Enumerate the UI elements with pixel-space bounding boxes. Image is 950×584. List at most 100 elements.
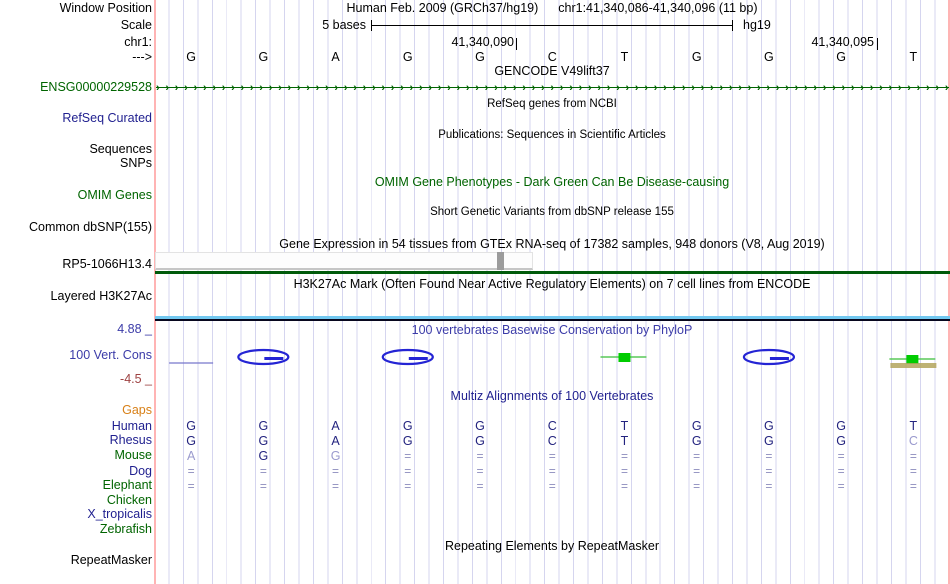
track-title-100-vertebrates-basewise-conservation-by: 100 vertebrates Basewise Conservation by… [411, 323, 693, 337]
strand-arrow-icon: › [813, 81, 818, 94]
alignment-cell: = [693, 464, 701, 478]
alignment-cell: G [764, 419, 774, 433]
strand-arrow-icon: › [841, 81, 846, 94]
species-label-human[interactable]: Human [111, 419, 152, 433]
alignment-cell: G [836, 434, 846, 448]
h3k27ac-signal-bar[interactable] [155, 316, 950, 319]
rp5-gene-line[interactable] [155, 271, 950, 274]
left-label-100-vert-cons[interactable]: 100 Vert. Cons [69, 348, 152, 362]
species-label-chicken[interactable]: Chicken [106, 493, 152, 507]
left-label-4-5: -4.5 _ [120, 372, 152, 386]
alignment-cell: = [476, 479, 484, 493]
strand-arrow-icon: › [653, 81, 658, 94]
alignment-cell: = [693, 479, 701, 493]
base-letter: G [764, 50, 774, 64]
species-label-zebrafish[interactable]: Zebrafish [99, 522, 152, 536]
strand-arrow-icon: › [569, 81, 573, 94]
cons-flat-g-outline [237, 348, 290, 366]
strand-arrow-icon: › [437, 81, 442, 94]
strand-arrow-icon: › [268, 81, 273, 94]
alignment-cell: = [187, 464, 195, 478]
alignment-cell: = [620, 449, 628, 463]
track-title-multiz-alignments-of-100-vertebrates: Multiz Alignments of 100 Vertebrates [450, 389, 654, 403]
strand-arrow-icon: › [869, 81, 874, 94]
strand-arrow-icon: › [907, 81, 911, 94]
strand-arrow-icon: › [428, 81, 432, 94]
strand-arrow-icon: › [700, 81, 705, 94]
alignment-cell: = [548, 479, 556, 493]
alignment-cell: = [332, 464, 340, 478]
alignment-cell: T [620, 419, 629, 433]
left-label-rp5-1066h13-4[interactable]: RP5-1066H13.4 [62, 257, 152, 271]
base-letter: G [402, 50, 413, 64]
alignment-cell: = [837, 464, 845, 478]
strand-arrow-icon: › [362, 81, 367, 94]
base-letter: G [186, 50, 196, 64]
alignment-cell: G [475, 434, 485, 448]
species-label-dog[interactable]: Dog [129, 464, 152, 478]
strand-arrow-icon: › [634, 81, 639, 94]
strand-arrow-icon: › [879, 81, 883, 94]
base-letter: A [331, 50, 340, 64]
strand-arrow-icon: › [775, 81, 780, 94]
left-label-refseq-curated[interactable]: RefSeq Curated [62, 111, 152, 125]
strand-arrow-icon: › [926, 81, 930, 94]
assembly-name: Human Feb. 2009 (GRCh37/hg19) [346, 1, 539, 15]
alignment-cell: = [620, 464, 628, 478]
strand-arrow-icon: › [184, 81, 188, 94]
strand-arrow-icon: › [212, 81, 217, 94]
alignment-cell: = [404, 449, 412, 463]
strand-arrow-icon: › [512, 81, 517, 94]
alignment-cell: G [764, 434, 774, 448]
species-label-gaps[interactable]: Gaps [122, 403, 152, 417]
species-label-elephant[interactable]: Elephant [102, 478, 152, 492]
track-title-h3k27ac-mark-often-found-near-active-reg: H3K27Ac Mark (Often Found Near Active Re… [293, 277, 811, 291]
strand-arrow-icon: › [409, 81, 414, 94]
strand-arrow-icon: › [757, 81, 761, 94]
strand-arrow-icon: › [663, 81, 667, 94]
left-label-omim-genes[interactable]: OMIM Genes [77, 188, 152, 202]
species-label-rhesus[interactable]: Rhesus [109, 433, 152, 447]
alignment-cell: G [402, 419, 413, 433]
left-label-snps[interactable]: SNPs [120, 156, 152, 170]
gencode-strand-arrows[interactable]: › › › › › › › › › › › › › › › › › › › › › › › › › › › › › › › › › › › › › › › ›… [156, 81, 949, 94]
left-label-ensg00000229528[interactable]: ENSG00000229528 [40, 80, 152, 94]
strand-arrow-icon: › [418, 81, 423, 94]
cons-flat-t-stem [618, 353, 631, 362]
base-letter: G [258, 50, 269, 64]
left-label-repeatmasker[interactable]: RepeatMasker [70, 553, 152, 567]
left-label-4-88: 4.88 _ [117, 322, 152, 336]
alignment-cell: G [691, 434, 702, 448]
cons-flat-g-outline [381, 348, 434, 366]
strand-arrow-icon: › [832, 81, 836, 94]
conservation-wiggle[interactable] [155, 345, 950, 375]
gtex-gene-model-box[interactable] [155, 252, 533, 270]
species-label-mouse[interactable]: Mouse [114, 448, 152, 462]
strand-arrow-icon: › [766, 81, 771, 94]
alignment-cell: = [332, 479, 340, 493]
strand-arrow-icon: › [221, 81, 226, 94]
alignment-cell: G [330, 449, 341, 463]
left-label-common-dbsnp-155[interactable]: Common dbSNP(155) [29, 220, 152, 234]
alignment-cell: = [909, 449, 917, 463]
species-label-x-tropicalis[interactable]: X_tropicalis [87, 507, 152, 521]
track-title-publications-sequences-in-scientific-art: Publications: Sequences in Scientific Ar… [438, 129, 666, 141]
strand-arrow-icon: › [315, 81, 320, 94]
scale-tick-right [732, 20, 733, 31]
strand-arrow-icon: › [287, 81, 292, 94]
strand-arrow-icon: › [944, 81, 949, 94]
left-label-sequences[interactable]: Sequences [89, 142, 152, 156]
strand-arrow-icon: › [728, 81, 733, 94]
alignment-cell: G [836, 419, 846, 433]
alignment-cell: = [765, 479, 773, 493]
strand-arrow-icon: › [794, 81, 799, 94]
strand-arrow-icon: › [606, 81, 611, 94]
alignment-cell: = [259, 464, 267, 478]
strand-arrow-icon: › [400, 81, 404, 94]
alignment-cell: G [475, 419, 485, 433]
h3k27ac-baseline [155, 319, 950, 321]
alignment-cell: = [259, 479, 267, 493]
strand-arrow-icon: › [672, 81, 677, 94]
coordinate-label-right: 41,340,095 [811, 35, 874, 49]
left-label-layered-h3k27ac[interactable]: Layered H3K27Ac [50, 289, 152, 303]
